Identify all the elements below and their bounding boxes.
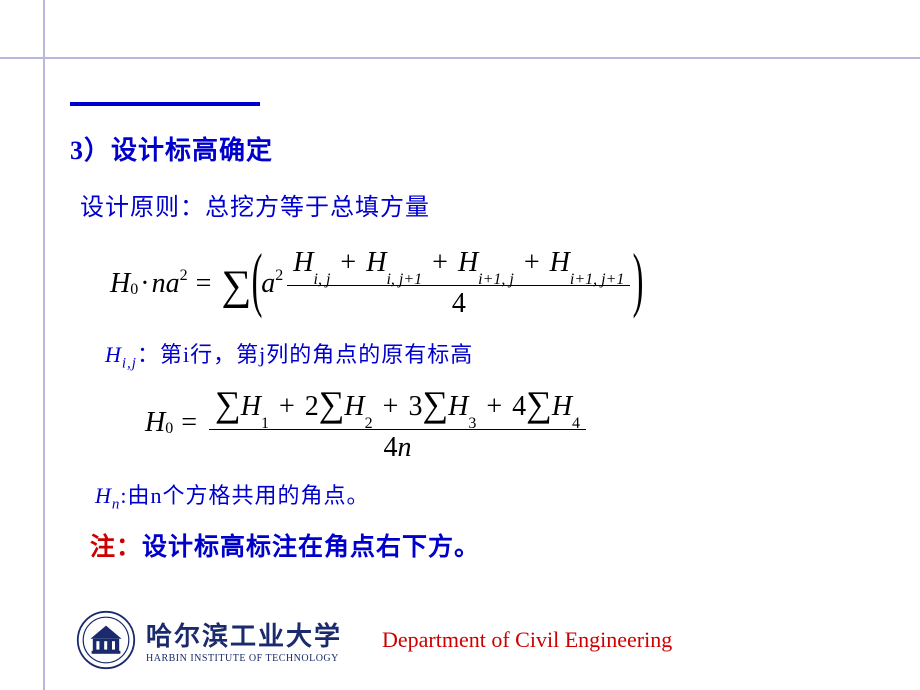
eq2-t0-var: H [241, 391, 261, 422]
label1-text: ：第i行，第j列的角点的原有标高 [137, 342, 473, 367]
label2-H: H [95, 483, 112, 508]
eq1-equals: = [196, 268, 212, 300]
heading-underline [70, 102, 260, 106]
label2-text: :由n个方格共用的角点。 [120, 483, 369, 508]
eq2-t2-sub: 3 [468, 415, 476, 432]
eq2-fraction: ∑H1 + 2∑H2 + 3∑H3 + 4∑H4 4n [209, 380, 586, 466]
eq1-na: na [152, 268, 180, 300]
label-Hij: Hi,j：第i行，第j列的角点的原有标高 [105, 337, 890, 372]
footer: 哈尔滨工业大学 HARBIN INSTITUTE OF TECHNOLOGY D… [76, 610, 672, 670]
eq1-na-exp: 2 [180, 267, 188, 285]
university-en: HARBIN INSTITUTE OF TECHNOLOGY [146, 653, 342, 664]
eq2-equals: = [181, 407, 197, 439]
vertical-divider [43, 0, 45, 690]
eq2-t3-var: H [552, 391, 572, 422]
label1-sub: i,j [122, 355, 137, 371]
eq2-den-coef: 4 [384, 432, 398, 463]
sigma-icon-4: ∑ [526, 384, 552, 424]
eq2-t1-var: H [344, 391, 364, 422]
section-heading: 3）设计标高确定 [70, 130, 890, 167]
eq1-denom: 4 [446, 286, 472, 322]
eq1-a-exp: 2 [275, 267, 283, 285]
eq1-t1-sub: i, j+1 [386, 271, 422, 288]
note-label: 注： [90, 534, 142, 561]
eq1-t0-sub: i, j [314, 271, 331, 288]
department-name: Department of Civil Engineering [382, 627, 672, 653]
equation-1: H0 · na2 = ∑ ( a2 Hi, j + Hi, j+1 + Hi+1… [70, 242, 890, 325]
label1-H: H [105, 342, 122, 367]
eq1-lhs-sub: 0 [130, 281, 138, 299]
eq1-t3-var: H [550, 247, 570, 278]
right-paren: ) [633, 238, 644, 321]
eq2-t2-coef: 3 [408, 391, 422, 422]
eq2-lhs-sub: 0 [165, 420, 173, 438]
horizontal-divider [0, 57, 920, 59]
eq2-t1-coef: 2 [305, 391, 319, 422]
design-principle: 设计原则：总挖方等于总填方量 [80, 187, 890, 222]
sigma-icon-1: ∑ [215, 384, 241, 424]
eq1-t2-var: H [458, 247, 478, 278]
equation-2: H0 = ∑H1 + 2∑H2 + 3∑H3 + 4∑H4 4n [70, 380, 890, 466]
eq1-t3-sub: i+1, j+1 [570, 271, 624, 288]
sigma-icon-2: ∑ [319, 384, 345, 424]
eq2-t0-sub: 1 [261, 415, 269, 432]
eq2-lhs-H: H [145, 407, 165, 439]
university-name: 哈尔滨工业大学 HARBIN INSTITUTE OF TECHNOLOGY [146, 616, 342, 664]
eq2-t1-sub: 2 [365, 415, 373, 432]
eq1-t0-var: H [293, 247, 313, 278]
eq2-t3-sub: 4 [572, 415, 580, 432]
label-Hn: Hn:由n个方格共用的角点。 [95, 478, 890, 513]
eq1-lhs-H: H [110, 268, 130, 300]
eq1-t1-var: H [366, 247, 386, 278]
eq1-t2-sub: i+1, j [478, 271, 514, 288]
left-paren: ( [252, 238, 263, 321]
eq1-fraction: Hi, j + Hi, j+1 + Hi+1, j + Hi+1, j+1 4 [287, 245, 630, 322]
note: 注：设计标高标注在角点右下方。 [90, 527, 890, 563]
slide-content: 3）设计标高确定 设计原则：总挖方等于总填方量 H0 · na2 = ∑ ( a… [70, 110, 890, 563]
note-text: 设计标高标注在角点右下方。 [142, 534, 480, 561]
university-logo-icon [76, 610, 136, 670]
eq2-t2-var: H [448, 391, 468, 422]
university-cn: 哈尔滨工业大学 [146, 616, 342, 653]
sigma-icon-3: ∑ [422, 384, 448, 424]
eq2-den-var: n [398, 432, 412, 463]
eq2-t3-coef: 4 [512, 391, 526, 422]
sigma-icon: ∑ [221, 262, 251, 310]
eq1-a: a [261, 268, 275, 300]
eq1-dot: · [140, 268, 149, 300]
